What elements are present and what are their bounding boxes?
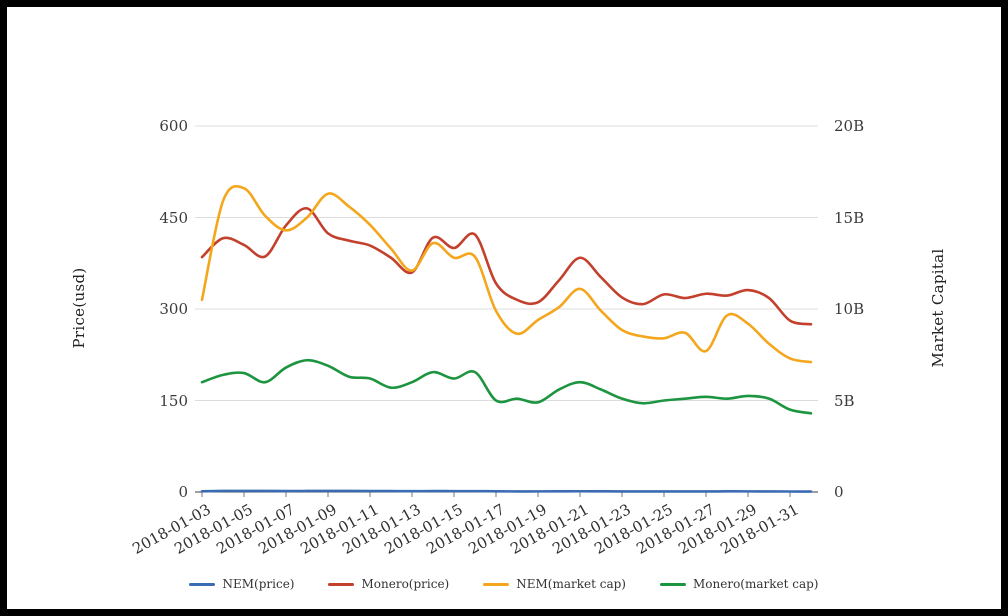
legend-item-nem-price-[interactable]: NEM(price) xyxy=(189,577,294,591)
left-axis-tick-label: 600 xyxy=(159,117,188,135)
right-axis-tick-label: 20B xyxy=(834,117,865,135)
left-axis-title: Price(usd) xyxy=(70,267,88,349)
legend-item-nem-market-cap-[interactable]: NEM(market cap) xyxy=(483,577,626,591)
legend-label: Monero(market cap) xyxy=(692,577,819,591)
left-axis-tick-label: 150 xyxy=(159,391,188,410)
chart-legend: NEM(price) Monero(price) NEM(market cap) Mo… xyxy=(0,577,1008,591)
left-axis-tick-label: 300 xyxy=(159,300,188,318)
right-axis-tick-label: 5B xyxy=(834,391,855,410)
left-axis-tick-label: 450 xyxy=(159,208,188,227)
series-line-nem-price- xyxy=(200,489,813,493)
series-line-monero-price- xyxy=(200,207,813,326)
right-axis-tick-label: 0 xyxy=(834,483,844,501)
legend-swatch xyxy=(659,582,686,586)
left-axis-tick-label: 0 xyxy=(178,483,188,501)
legend-swatch xyxy=(189,582,216,586)
legend-item-monero-price-[interactable]: Monero(price) xyxy=(328,577,449,591)
series-line-nem-market-cap- xyxy=(200,185,813,364)
legend-label: NEM(price) xyxy=(222,577,295,591)
legend-swatch xyxy=(328,582,355,586)
series-line-monero-market-cap- xyxy=(200,358,813,415)
legend-item-monero-market-cap-[interactable]: Monero(market cap) xyxy=(659,577,819,591)
right-axis-title: Market Capital xyxy=(929,248,947,368)
right-axis-tick-label: 10B xyxy=(834,300,865,318)
legend-swatch xyxy=(483,582,510,586)
right-axis-tick-label: 15B xyxy=(834,208,865,227)
legend-label: NEM(market cap) xyxy=(516,577,626,591)
legend-label: Monero(price) xyxy=(361,577,450,591)
